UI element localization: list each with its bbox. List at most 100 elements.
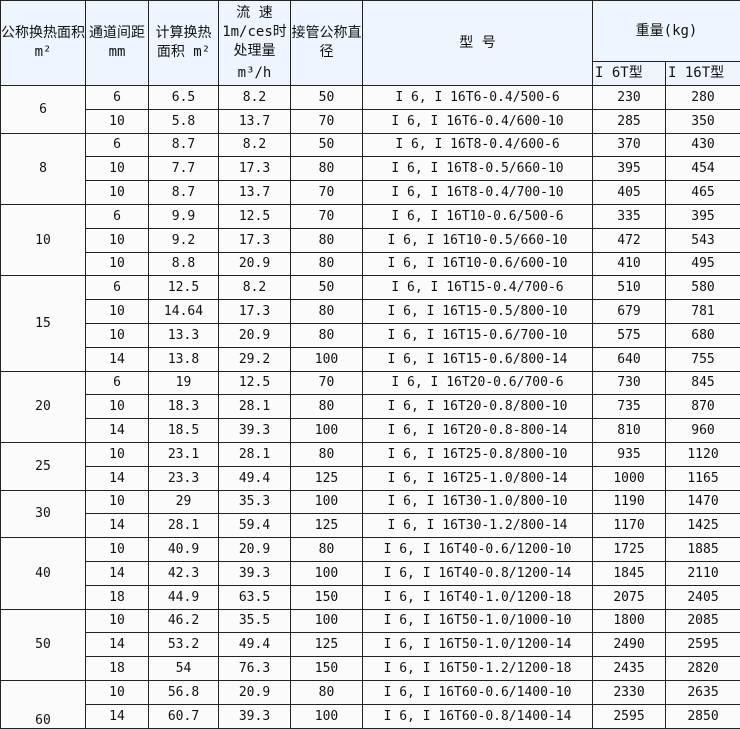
cell-channel-gap: 10 bbox=[85, 679, 149, 705]
cell-flow: 76.3 bbox=[218, 656, 291, 681]
cell-model: I 6, I 16T20-0.8/800-10 bbox=[362, 394, 593, 420]
cell-weight-16t: 350 bbox=[665, 108, 740, 134]
cell-flow: 13.7 bbox=[218, 180, 291, 205]
table-row: 10 8.8 20.9 80 I 6, I 16T10-0.6/600-10 410 495 bbox=[1, 251, 740, 277]
cell-area-nominal: 6 bbox=[0, 85, 86, 134]
cell-weight-16t: 2820 bbox=[665, 656, 740, 681]
cell-model: I 6, I 16T60-0.8/1400-14 bbox=[362, 703, 593, 729]
cell-weight-6t: 935 bbox=[592, 441, 666, 467]
cell-weight-16t: 680 bbox=[665, 322, 740, 348]
cell-weight-6t: 370 bbox=[592, 132, 666, 158]
cell-area-calc: 60.7 bbox=[148, 703, 219, 729]
header-area-calc: 计算换热面积 m² bbox=[148, 0, 219, 86]
cell-channel-gap: 14 bbox=[85, 346, 149, 372]
table-row: 10 5.8 13.7 70 I 6, I 16T6-0.4/600-10 285 350 bbox=[1, 108, 740, 134]
cell-pipe-dn: 150 bbox=[290, 656, 363, 681]
cell-pipe-dn: 100 bbox=[290, 489, 363, 515]
table-row: 14 60.7 39.3 100 I 6, I 16T60-0.8/1400-14 259… bbox=[1, 703, 740, 729]
cell-weight-6t: 230 bbox=[592, 85, 666, 110]
cell-weight-16t: 2085 bbox=[665, 608, 740, 634]
cell-weight-6t: 2435 bbox=[592, 656, 666, 681]
cell-weight-16t: 845 bbox=[665, 370, 740, 396]
header-flow-line2: 1m/ces时 bbox=[222, 23, 287, 40]
table-row: 60 10 56.8 20.9 80 I 6, I 16T60-0.6/1400-10 23… bbox=[0, 679, 740, 729]
cell-area-calc: 9.2 bbox=[148, 227, 219, 253]
cell-area-calc: 28.1 bbox=[148, 513, 219, 539]
cell-weight-6t: 405 bbox=[592, 180, 666, 205]
cell-area-calc: 29 bbox=[148, 489, 219, 515]
table-row: 20 6 19 12.5 70 I 6, I 16T20-0.6/700-6 730 845 bbox=[0, 370, 740, 443]
cell-weight-6t: 1725 bbox=[592, 537, 666, 562]
cell-area-calc: 6.5 bbox=[148, 85, 219, 110]
cell-model: I 6, I 16T10-0.6/500-6 bbox=[362, 203, 593, 229]
cell-weight-16t: 2595 bbox=[665, 632, 740, 658]
table-row: 40 10 40.9 20.9 80 I 6, I 16T40-0.6/1200-10 17… bbox=[0, 537, 740, 610]
cell-area-nominal: 20 bbox=[0, 370, 86, 443]
cell-weight-16t: 2405 bbox=[665, 584, 740, 610]
cell-flow: 28.1 bbox=[218, 394, 291, 420]
cell-channel-gap: 10 bbox=[85, 251, 149, 277]
table-row: 30 10 29 35.3 100 I 6, I 16T30-1.0/800-10 1190… bbox=[0, 489, 740, 539]
cell-pipe-dn: 80 bbox=[290, 227, 363, 253]
cell-flow: 39.3 bbox=[218, 418, 291, 443]
cell-weight-6t: 2595 bbox=[592, 703, 666, 729]
table-row: 6 6 6.5 8.2 50 I 6, I 16T6-0.4/500-6 230 280 bbox=[0, 85, 740, 134]
cell-pipe-dn: 80 bbox=[290, 537, 363, 562]
cell-pipe-dn: 125 bbox=[290, 632, 363, 658]
cell-flow: 20.9 bbox=[218, 537, 291, 562]
cell-model: I 6, I 16T40-0.6/1200-10 bbox=[362, 537, 593, 562]
cell-channel-gap: 6 bbox=[85, 275, 149, 301]
header-flow: 流 速 1m/ces时 处理量 m³/h bbox=[218, 0, 291, 86]
cell-pipe-dn: 80 bbox=[290, 441, 363, 467]
cell-weight-6t: 410 bbox=[592, 251, 666, 277]
cell-weight-16t: 2110 bbox=[665, 560, 740, 586]
cell-pipe-dn: 80 bbox=[290, 322, 363, 348]
header-pipe-dn: 接管公称直径 bbox=[290, 0, 363, 86]
cell-pipe-dn: 125 bbox=[290, 465, 363, 491]
cell-weight-16t: 465 bbox=[665, 180, 740, 205]
cell-pipe-dn: 100 bbox=[290, 418, 363, 443]
cell-model: I 6, I 16T20-0.6/700-6 bbox=[362, 370, 593, 396]
cell-area-calc: 44.9 bbox=[148, 584, 219, 610]
cell-channel-gap: 14 bbox=[85, 703, 149, 729]
cell-channel-gap: 18 bbox=[85, 584, 149, 610]
header-flow-unit: m³/h bbox=[237, 64, 272, 81]
cell-area-calc: 42.3 bbox=[148, 560, 219, 586]
cell-weight-16t: 430 bbox=[665, 132, 740, 158]
cell-weight-16t: 1885 bbox=[665, 537, 740, 562]
cell-pipe-dn: 70 bbox=[290, 370, 363, 396]
cell-channel-gap: 14 bbox=[85, 418, 149, 443]
cell-weight-6t: 2330 bbox=[592, 679, 666, 705]
cell-area-calc: 14.64 bbox=[148, 299, 219, 324]
cell-channel-gap: 6 bbox=[85, 132, 149, 158]
cell-weight-6t: 510 bbox=[592, 275, 666, 301]
cell-weight-6t: 2075 bbox=[592, 584, 666, 610]
cell-weight-6t: 1800 bbox=[592, 608, 666, 634]
table-row: 14 18.5 39.3 100 I 6, I 16T20-0.8-800-14 810 9… bbox=[1, 418, 740, 443]
cell-model: I 6, I 16T10-0.5/660-10 bbox=[362, 227, 593, 253]
cell-model: I 6, I 16T60-0.6/1400-10 bbox=[362, 679, 593, 705]
cell-model: I 6, I 16T6-0.4/500-6 bbox=[362, 85, 593, 110]
cell-weight-6t: 640 bbox=[592, 346, 666, 372]
cell-channel-gap: 14 bbox=[85, 632, 149, 658]
cell-pipe-dn: 100 bbox=[290, 608, 363, 634]
cell-weight-16t: 870 bbox=[665, 394, 740, 420]
cell-weight-16t: 1120 bbox=[665, 441, 740, 467]
cell-flow: 29.2 bbox=[218, 346, 291, 372]
cell-pipe-dn: 80 bbox=[290, 394, 363, 420]
cell-flow: 63.5 bbox=[218, 584, 291, 610]
cell-model: I 6, I 16T8-0.4/700-10 bbox=[362, 180, 593, 205]
cell-model: I 6, I 16T30-1.0/800-10 bbox=[362, 489, 593, 515]
header-flow-line3: 处理量 bbox=[233, 42, 276, 59]
cell-area-calc: 8.8 bbox=[148, 251, 219, 277]
cell-area-calc: 12.5 bbox=[148, 275, 219, 301]
cell-pipe-dn: 80 bbox=[290, 156, 363, 182]
cell-flow: 35.3 bbox=[218, 489, 291, 515]
cell-flow: 35.5 bbox=[218, 608, 291, 634]
cell-flow: 8.2 bbox=[218, 132, 291, 158]
cell-channel-gap: 18 bbox=[85, 656, 149, 681]
cell-pipe-dn: 80 bbox=[290, 299, 363, 324]
cell-area-calc: 9.9 bbox=[148, 203, 219, 229]
cell-area-calc: 46.2 bbox=[148, 608, 219, 634]
cell-model: I 6, I 16T25-1.0/800-14 bbox=[362, 465, 593, 491]
